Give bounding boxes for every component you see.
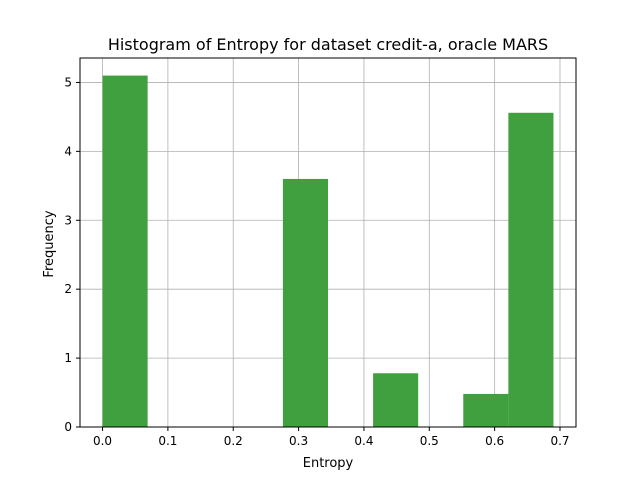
- y-tick-label: 2: [64, 282, 72, 296]
- plot-frame: [79, 57, 577, 428]
- y-tick-label: 3: [64, 213, 72, 227]
- y-tick-label: 4: [64, 144, 72, 158]
- x-tick-label: 0.2: [224, 434, 243, 448]
- x-tick-label: 0.6: [485, 434, 504, 448]
- x-tick-label: 0.3: [289, 434, 308, 448]
- y-axis-label: Frequency: [42, 210, 57, 277]
- histogram-bar: [282, 178, 328, 427]
- histogram-bar: [508, 112, 554, 428]
- chart-title: Histogram of Entropy for dataset credit-…: [108, 35, 548, 54]
- x-axis-label: Entropy: [303, 456, 354, 471]
- x-tick-label: 0.0: [93, 434, 112, 448]
- x-tick-label: 0.4: [354, 434, 373, 448]
- histogram-bars: [102, 75, 554, 428]
- y-axis-ticks: 0 1 2 3 4 5: [64, 75, 80, 434]
- histogram-bar: [373, 373, 419, 427]
- histogram-bar: [102, 75, 148, 428]
- x-tick-label: 0.5: [420, 434, 439, 448]
- x-tick-label: 0.1: [158, 434, 177, 448]
- histogram-bar: [463, 393, 509, 427]
- y-tick-label: 1: [64, 351, 72, 365]
- x-tick-label: 0.7: [550, 434, 569, 448]
- x-axis-ticks: 0.0 0.1 0.2 0.3 0.4 0.5 0.6 0.7: [93, 427, 570, 448]
- y-tick-label: 5: [64, 75, 72, 89]
- y-tick-label: 0: [64, 420, 72, 434]
